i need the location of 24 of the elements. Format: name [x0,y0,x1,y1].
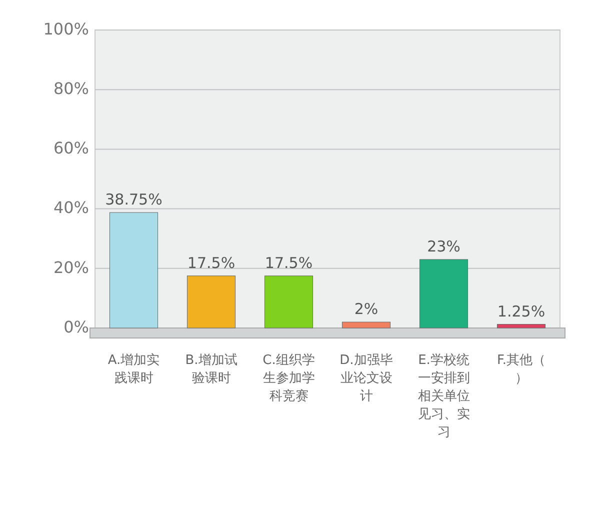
y-tick-label: 40% [53,198,89,218]
y-tick-label: 60% [53,138,89,158]
x-tick-label: B.增加试验课时 [185,353,238,386]
y-tick-label: 20% [53,258,89,277]
x-tick-label: F.其他（） [496,353,546,386]
bar [342,322,391,328]
x-tick-label: D.加强毕业论文设计 [340,353,393,404]
data-label: 23% [427,237,460,256]
bar [186,276,236,328]
y-tick-label: 0% [64,317,89,336]
data-label: 2% [354,300,378,318]
y-tick-label: 100% [43,19,89,38]
data-label: 38.75% [105,190,162,209]
bar [419,259,468,328]
bar [109,212,158,328]
data-label: 17.5% [264,254,313,272]
data-label: 1.25% [497,302,546,320]
data-label: 17.5% [187,254,236,272]
x-tick-label: E.学校统一安排到相关单位见习、实习 [418,353,470,440]
bar [496,324,546,328]
y-tick-label: 80% [53,78,89,98]
x-tick-label: C.组织学生参加学科竞赛 [262,353,315,404]
bar [264,276,314,328]
x-tick-label: A.增加实践课时 [108,353,160,386]
